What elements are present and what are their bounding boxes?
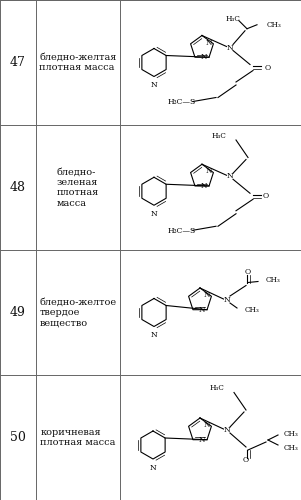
Text: H₃C: H₃C [211,132,226,140]
Text: 50: 50 [10,431,26,444]
Text: N: N [203,291,209,299]
Text: бледно-желтое
твердое
вещество: бледно-желтое твердое вещество [39,298,116,328]
Text: бледно-желтая
плотная масса: бледно-желтая плотная масса [39,53,117,72]
Text: 49: 49 [10,306,26,319]
Text: O: O [265,64,271,72]
Text: N: N [201,53,207,61]
Text: 47: 47 [10,56,26,69]
Text: бледно-
зеленая
плотная
масса: бледно- зеленая плотная масса [57,168,99,207]
Text: N: N [224,426,230,434]
Text: CH₃: CH₃ [284,430,299,438]
Text: H₃C: H₃C [209,384,224,392]
Text: N: N [150,210,157,218]
Text: CH₃: CH₃ [245,306,260,314]
Text: CH₃: CH₃ [267,20,282,28]
Text: H₃C—S: H₃C—S [168,227,196,235]
Text: N: N [205,38,212,46]
Text: H₃C—S: H₃C—S [168,98,196,106]
Text: H₃C: H₃C [225,14,240,22]
Text: N: N [150,82,157,90]
Text: N: N [201,182,207,190]
Text: N: N [199,306,205,314]
Text: N: N [203,421,209,429]
Text: N: N [227,172,233,180]
Text: O: O [245,268,251,276]
Text: 48: 48 [10,181,26,194]
Text: CH₃: CH₃ [266,276,281,284]
Text: N: N [150,464,157,472]
Text: O: O [243,456,249,464]
Text: N: N [199,436,205,444]
Text: N: N [224,296,230,304]
Text: коричневая
плотная масса: коричневая плотная масса [40,428,116,447]
Text: N: N [205,168,212,175]
Text: N: N [227,44,233,52]
Text: CH₃: CH₃ [284,444,299,452]
Text: N: N [150,332,157,340]
Text: O: O [263,192,269,200]
